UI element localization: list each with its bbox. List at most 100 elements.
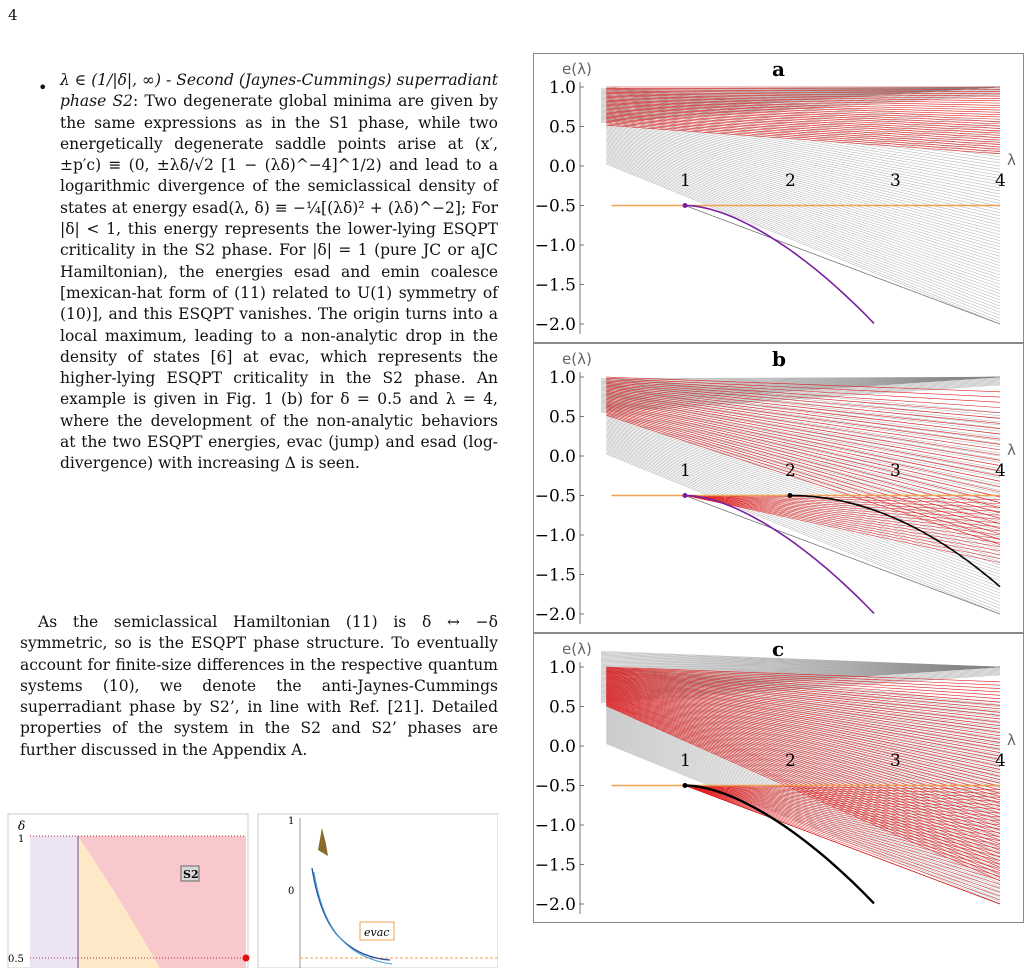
red-level-line: [684, 785, 1001, 877]
level-line: [606, 137, 1001, 257]
red-level-line: [606, 668, 1001, 693]
level-lines: [600, 651, 1001, 905]
level-line: [606, 718, 1001, 838]
level-line: [606, 407, 1001, 494]
red-level-line: [606, 704, 1001, 875]
red-level-line: [606, 679, 1001, 750]
ytick-label: −1.5: [535, 856, 576, 876]
level-line: [600, 92, 1001, 121]
level-line: [600, 673, 1001, 702]
red-level-line: [684, 785, 1001, 901]
red-level-line: [606, 385, 1001, 429]
y-axis-label: e(λ): [562, 640, 592, 658]
density-curve: [311, 867, 391, 961]
red-level-line: [606, 109, 1001, 127]
level-line: [606, 155, 1001, 304]
red-level-line: [606, 395, 1001, 466]
red-level-line: [606, 412, 1001, 535]
red-level-line: [606, 98, 1001, 109]
ytick-label: −1.5: [535, 276, 576, 296]
red-level-line: [606, 672, 1001, 713]
xtick-label: 3: [890, 751, 901, 771]
red-level-line: [606, 116, 1001, 141]
level-lines: [600, 376, 1001, 615]
level-line: [606, 122, 1001, 217]
page-number: 4: [8, 6, 18, 24]
red-level-line: [684, 785, 1001, 794]
xtick-label: 4: [995, 461, 1006, 481]
red-level-line: [606, 392, 1001, 456]
level-line: [606, 161, 1001, 319]
red-level-line: [606, 401, 1001, 493]
red-level-line: [684, 785, 1001, 897]
level-line: [606, 730, 1001, 869]
xtick-label: 4: [995, 751, 1006, 771]
red-level-line: [606, 118, 1001, 143]
level-line: [606, 697, 1001, 784]
red-level-line: [606, 688, 1001, 794]
red-level-line: [606, 673, 1001, 716]
red-level-line: [606, 405, 1001, 508]
red-level-line: [606, 410, 1001, 530]
red-level-line: [684, 785, 1001, 845]
red-level-line: [606, 107, 1001, 125]
level-line: [606, 404, 1001, 485]
level-line: [606, 711, 1001, 821]
red-level-line: [606, 695, 1001, 831]
ytick-label: −2.0: [535, 315, 576, 335]
red-level-line: [606, 105, 1001, 120]
body-paragraph: As the semiclassical Hamiltonian (11) is…: [20, 612, 498, 761]
red-level-line: [606, 680, 1001, 753]
red-level-line: [684, 785, 1001, 881]
level-line: [606, 449, 1001, 603]
red-level-line: [684, 785, 1001, 810]
red-level-line: [684, 785, 1001, 802]
red-level-line: [606, 671, 1001, 710]
level-line: [606, 157, 1001, 310]
red-level-line: [684, 785, 1001, 834]
level-line: [606, 393, 1001, 457]
red-level-line: [606, 388, 1001, 440]
red-level-line: [606, 95, 1001, 104]
red-level-line: [606, 676, 1001, 733]
red-level-line: [684, 785, 1001, 905]
ytick-label: 0.5: [549, 698, 576, 718]
level-line: [606, 726, 1001, 859]
red-level-line: [606, 399, 1001, 482]
red-level-line: [606, 683, 1001, 770]
level-line: [606, 731, 1001, 873]
xtick-label: 2: [785, 171, 796, 191]
level-line: [606, 143, 1001, 273]
level-line: [600, 93, 1001, 122]
red-level-line: [684, 785, 1001, 814]
red-level-line: [684, 495, 1001, 552]
level-line: [606, 438, 1001, 575]
level-line: [606, 135, 1001, 251]
level-line: [606, 141, 1001, 266]
level-line: [606, 430, 1001, 553]
level-line: [606, 114, 1001, 195]
red-level-line: [606, 413, 1001, 540]
red-level-line: [606, 701, 1001, 861]
level-line: [606, 127, 1001, 229]
level-line: [606, 134, 1001, 248]
level-line: [606, 425, 1001, 541]
red-level-line: [684, 495, 1001, 516]
ytick-label: 0.5: [549, 118, 576, 138]
saddle-curve: [789, 494, 1001, 588]
red-level-line: [606, 700, 1001, 858]
figure-panel-b: 1.0 0.5 0.0 −0.5 −1.0 −1.5 −2.0 1 2 3 4 e(λ) λ b: [533, 343, 1024, 633]
red-level-line: [684, 785, 1001, 822]
level-line: [606, 130, 1001, 238]
red-level-line: [606, 689, 1001, 797]
y-axis-label: e(λ): [562, 60, 592, 78]
red-level-line: [684, 495, 1001, 544]
level-line: [606, 117, 1001, 204]
level-line: [606, 687, 1001, 757]
level-line: [606, 730, 1001, 871]
level-line: [606, 106, 1001, 176]
level-line: [606, 154, 1001, 301]
phase-label-box: [180, 865, 200, 882]
level-line: [606, 398, 1001, 469]
level-line: [606, 714, 1001, 828]
